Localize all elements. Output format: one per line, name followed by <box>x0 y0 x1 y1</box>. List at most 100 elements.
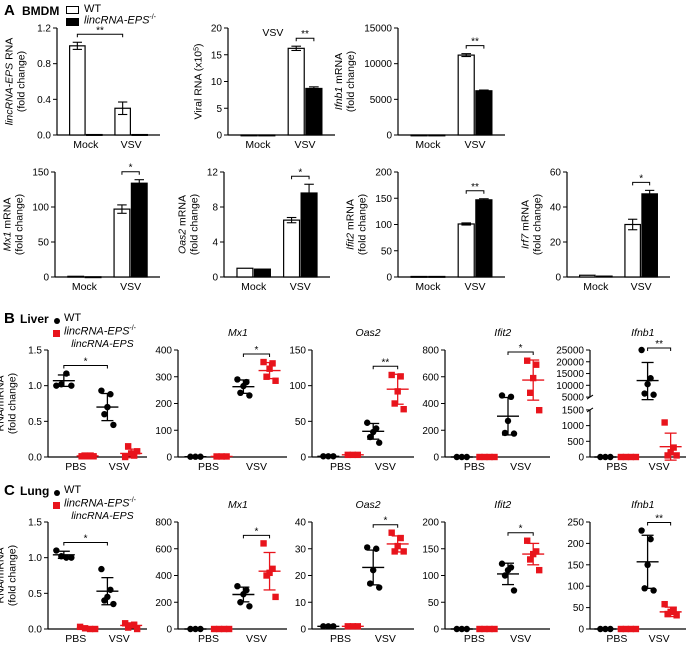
y-tick-label: 50 <box>38 238 50 249</box>
chart-c-lincrna-eps: 0.0 0.5 1.0 1.5 PBS VSV RNA/mRNA (fold change) l… <box>0 510 147 645</box>
chart-title: lincRNA-EPS <box>71 510 133 522</box>
significance-label: * <box>84 357 88 368</box>
legend-wt-swatch <box>66 6 79 14</box>
y-tick-label: 150 <box>32 168 49 179</box>
y-tick-label: 0.5 <box>28 589 42 600</box>
bar-wt <box>113 208 131 278</box>
bar-ko <box>130 182 148 278</box>
y-axis-label-part: lincRNA-EPS <box>4 63 16 125</box>
x-tick-label: PBS <box>606 633 627 645</box>
y-axis-label: Oas2 mRNA <box>176 195 188 254</box>
x-tick-label: VSV <box>120 281 141 293</box>
y-tick-label: 250 <box>567 518 584 529</box>
significance-label: ** <box>471 37 479 48</box>
y-tick-label: 5000 <box>370 95 393 106</box>
data-point-wt <box>367 580 374 587</box>
significance-bracket <box>465 45 485 49</box>
y-axis-label-part: mRNA <box>2 198 14 232</box>
y-tick-label: 200 <box>422 426 439 437</box>
significance-bracket <box>372 365 399 370</box>
x-tick-label: VSV <box>465 281 486 293</box>
data-point-ko <box>527 556 534 563</box>
data-point-wt <box>647 375 654 382</box>
y-tick-label: 1.2 <box>37 24 51 35</box>
bar-ko <box>475 90 493 136</box>
y-tick-label: 40 <box>550 203 562 214</box>
legend-ko-text: lincRNA-EPS <box>64 325 130 338</box>
data-point-wt <box>638 346 645 354</box>
y-tick-label: 1.5 <box>28 346 42 357</box>
data-point-ko <box>76 623 84 631</box>
significance-bracket <box>647 347 672 351</box>
bar-ko <box>475 199 493 278</box>
x-tick-label: VSV <box>375 633 396 645</box>
data-point-ko <box>269 360 276 367</box>
x-tick-label: PBS <box>606 461 627 473</box>
bar-wt <box>410 134 428 137</box>
y-tick-label: 200 <box>422 518 439 529</box>
y-tick-label: 200 <box>375 168 392 179</box>
y-tick-label: 0.5 <box>28 417 42 428</box>
significance-bracket <box>242 353 271 358</box>
x-tick-label: VSV <box>631 281 652 293</box>
y-axis-label-line2: (fold change) <box>7 545 19 606</box>
significance-bracket <box>63 365 108 369</box>
data-point-ko <box>260 540 267 547</box>
chart-title: Oas2 <box>356 327 381 339</box>
x-tick-label: VSV <box>510 633 531 645</box>
y-tick-label: 20 <box>295 571 307 582</box>
y-tick-label: 100 <box>155 426 172 437</box>
y-tick-label: 200 <box>155 399 172 410</box>
bar-wt <box>240 134 258 137</box>
x-tick-label: PBS <box>330 633 351 645</box>
data-point-ko <box>536 406 543 414</box>
legend-ko-text: lincRNA-EPS <box>84 14 150 27</box>
chart-a-lincrna-eps: 0.0 0.4 0.8 1.2 Mock VSV lincRNA-EPS RNA(fold … <box>4 24 160 151</box>
data-point-ko <box>397 534 404 542</box>
significance-bracket <box>242 534 271 539</box>
y-axis-label-line2: (fold change) <box>7 373 19 434</box>
y-axis-label-part: mRNA <box>519 200 531 234</box>
significance-bracket <box>76 33 124 38</box>
y-tick-label: 150 <box>375 194 392 205</box>
legend-ko-marker <box>53 502 60 509</box>
significance-label: ** <box>655 339 663 350</box>
y-axis-label-part: RNA/mRNA <box>0 375 7 431</box>
y-tick-label: 400 <box>155 571 172 582</box>
y-axis-label-part: Oas2 <box>176 229 188 254</box>
y-tick-label: 50 <box>381 246 393 257</box>
y-tick-label: 40 <box>295 518 307 529</box>
x-tick-label: Mock <box>415 139 441 151</box>
y-tick-label: 0.0 <box>28 625 42 636</box>
data-point-ko <box>86 625 94 633</box>
x-tick-label: VSV <box>109 633 130 645</box>
data-point-wt <box>107 586 114 593</box>
legend-ko-sup: -/- <box>129 497 137 504</box>
significance-label: ** <box>471 182 479 193</box>
y-tick-label: 600 <box>422 372 439 383</box>
chart-a-ifit2: 0 50 100 150 200 Mock VSV Ifit2 mRNA (fold chang… <box>345 168 505 293</box>
y-tick-label: 0 <box>578 453 584 464</box>
legend-wt-label: WT <box>64 484 82 496</box>
x-tick-label: Mock <box>241 281 267 293</box>
y-tick-label: 10 <box>295 598 307 609</box>
bar-ko <box>641 193 658 278</box>
y-tick-label: 20 <box>550 238 562 249</box>
x-tick-label: Mock <box>72 281 98 293</box>
significance-bracket <box>295 37 315 42</box>
data-point-ko <box>533 361 540 368</box>
chart-a-oas2: 0 4 8 12 Mock VSV Oas2 mRNA (fold change) * <box>176 167 330 293</box>
y-tick-label: 800 <box>155 518 172 529</box>
y-tick-label: 25000 <box>556 346 584 357</box>
x-tick-label: Mock <box>245 139 271 151</box>
x-tick-label: VSV <box>109 461 130 473</box>
chart-title: Ifit2 <box>494 327 511 339</box>
x-tick-label: VSV <box>295 139 316 151</box>
data-point-wt <box>647 535 654 543</box>
panel-c-name: Lung <box>20 484 50 498</box>
x-tick-label: PBS <box>65 633 86 645</box>
y-axis-label: RNA/mRNA <box>0 375 7 431</box>
y-tick-label: 20 <box>211 24 223 35</box>
y-tick-label: 0.0 <box>37 131 51 142</box>
data-point-ko <box>133 448 141 455</box>
